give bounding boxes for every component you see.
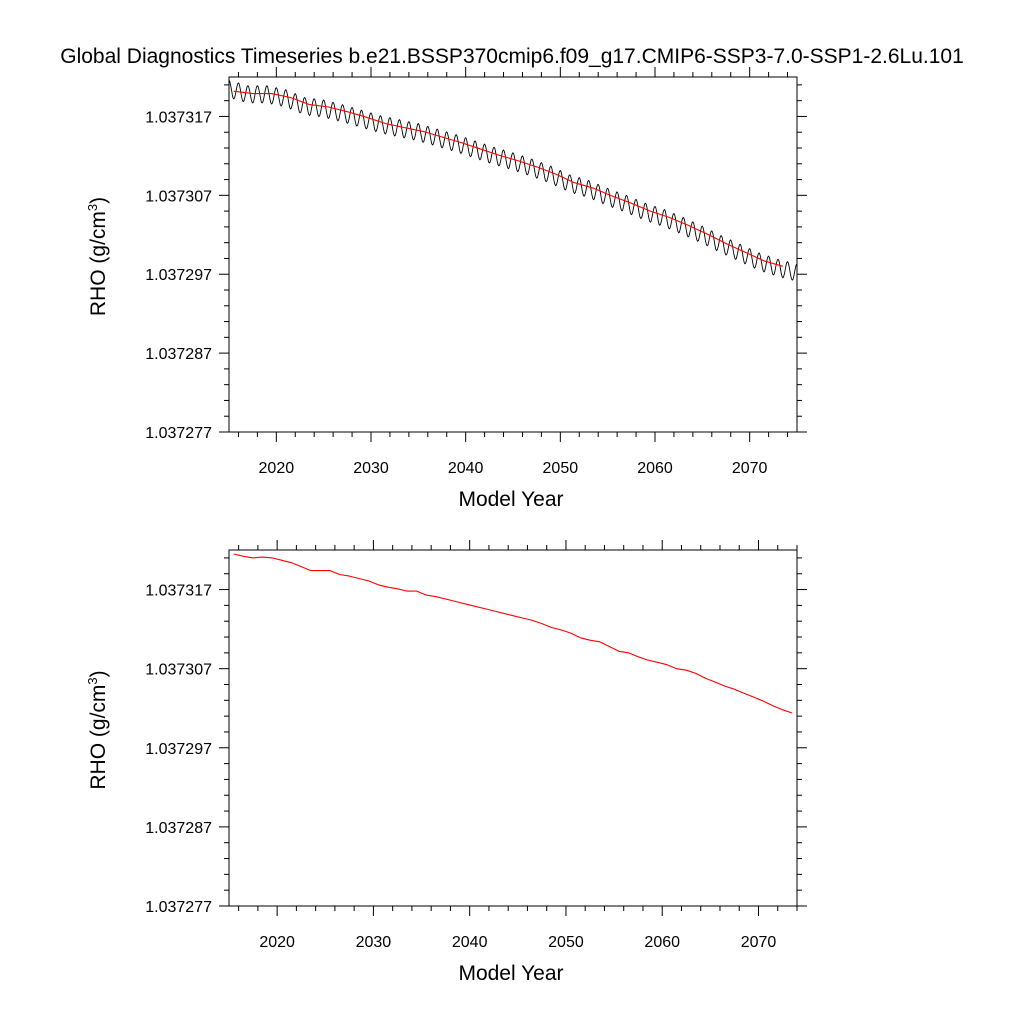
plot-frame [228,76,798,433]
y-tick-label: 1.037277 [145,425,212,442]
x-axis-label: Model Year [458,962,563,985]
y-tick-label: 1.037317 [145,583,212,600]
x-tick-label: 2040 [448,460,484,477]
y-axis-label: RHO (g/cm3) [85,197,110,316]
x-tick-label: 2050 [548,934,584,951]
x-tick-label: 2070 [741,934,777,951]
chart-title: Global Diagnostics Timeseries b.e21.BSSP… [60,45,964,68]
x-tick-label: 2030 [356,934,392,951]
y-tick-label: 1.037277 [145,899,212,916]
y-axis-label: RHO (g/cm3) [85,670,110,789]
y-tick-label: 1.037307 [145,188,212,205]
series-line-annual [233,90,783,267]
x-tick-label: 2040 [452,934,488,951]
x-tick-label: 2060 [637,460,673,477]
x-tick-label: 2070 [732,460,768,477]
x-tick-label: 2020 [259,460,295,477]
x-tick-label: 2060 [644,934,680,951]
y-tick-label: 1.037287 [145,820,212,837]
y-tick-label: 1.037297 [145,741,212,758]
top-panel: 2020 2030 2040 2050 2060 2070 1.037317 1.037307… [85,67,807,511]
y-tick-label: 1.037297 [145,267,212,284]
x-tick-label: 2020 [259,934,295,951]
y-tick-label: 1.037307 [145,662,212,679]
x-axis-label: Model Year [458,488,563,511]
y-tick-label: 1.037317 [145,109,212,126]
bottom-panel: 2020 2030 2040 2050 2060 2070 1.037317 1.037307… [85,540,807,985]
y-tick-label: 1.037287 [145,346,212,363]
series-line-monthly [229,79,797,281]
plot-frame [228,549,798,907]
x-tick-label: 2050 [543,460,579,477]
series-line-annual [233,553,793,714]
x-tick-label: 2030 [353,460,389,477]
